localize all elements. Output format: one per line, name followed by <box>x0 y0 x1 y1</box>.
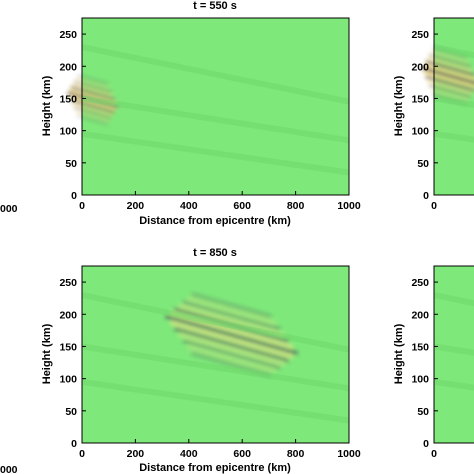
y-axis-label: Height (km) <box>393 323 405 384</box>
wave-trough <box>182 300 281 331</box>
panel-t850: t = 850 s 0 200 400 600 800 1000 0 50 100 150 200 2… <box>41 247 361 474</box>
y-tick-label: 250 <box>411 277 429 289</box>
faint-wavefronts <box>81 44 350 176</box>
y-tick-label: 250 <box>59 29 77 41</box>
x-tick-label: 600 <box>233 448 251 460</box>
y-axis-label: Height (km) <box>393 75 405 136</box>
y-tick-label: 250 <box>411 29 429 41</box>
wave-packet <box>67 75 119 125</box>
y-tick-label: 200 <box>411 309 429 321</box>
y-tick-label: 100 <box>59 126 77 138</box>
wave-crest <box>186 345 277 373</box>
wave-crest <box>186 296 277 325</box>
y-tick-label: 250 <box>59 277 77 289</box>
y-tick-label: 0 <box>423 190 429 202</box>
x-tick-label: 0 <box>431 200 437 212</box>
left-edge-tick-top: 000 <box>0 203 18 215</box>
y-tick-label: 50 <box>417 406 429 418</box>
plot-frame <box>433 265 474 444</box>
y-tick-label: 200 <box>59 309 77 321</box>
y-tick-label: 100 <box>411 126 429 138</box>
x-tick-label: 600 <box>233 200 251 212</box>
x-tick-label: 1000 <box>337 448 361 460</box>
x-axis-label: Distance from epicentre (km) <box>139 462 291 474</box>
wave-trough <box>182 339 281 370</box>
panel-t550: t = 550 s 0 200 400 600 800 1000 0 50 100 150 200 2… <box>41 0 361 227</box>
wave-trough <box>425 75 474 92</box>
wave-trough <box>73 80 112 94</box>
y-tick-label: 50 <box>65 406 77 418</box>
wave-crest <box>423 63 474 81</box>
y-tick-label: 150 <box>411 341 429 353</box>
y-tick-label: 50 <box>417 158 429 170</box>
y-axis-label: Height (km) <box>41 323 53 384</box>
wave-crest <box>427 57 473 73</box>
x-tick-label: 800 <box>287 200 305 212</box>
left-edge-tick-bottom: 000 <box>0 464 18 474</box>
y-tick-label: 200 <box>59 61 77 73</box>
panel-bottom-right: 00 50 100 150 200 250 Height (km) <box>393 265 474 460</box>
wave-trough <box>165 314 298 355</box>
plot-frame <box>81 17 350 196</box>
wave-crest <box>169 320 294 359</box>
wavefront-line <box>81 130 350 176</box>
y-tick-label: 0 <box>71 438 77 450</box>
x-tick-label: 200 <box>127 448 145 460</box>
wavefront-line <box>81 343 350 392</box>
y-tick-label: 150 <box>411 93 429 105</box>
panel-title: t = 850 s <box>193 247 237 259</box>
y-tick-label: 100 <box>59 374 77 386</box>
x-tick-label: 400 <box>180 200 198 212</box>
wave-crest <box>423 71 474 89</box>
x-axis-label: Distance from epicentre (km) <box>139 215 291 227</box>
wave-trough <box>173 326 290 363</box>
wave-trough <box>70 86 115 101</box>
x-tick-label: 0 <box>79 200 85 212</box>
wave-trough <box>76 75 109 86</box>
plot-frame <box>81 265 350 444</box>
wave-packet <box>421 47 474 105</box>
wavefront-line <box>81 292 350 353</box>
panel-top-right: 00 50 100 150 200 250 Height (km) <box>393 17 474 212</box>
x-tick-label: 400 <box>180 448 198 460</box>
wave-crest <box>72 102 114 117</box>
wave-crest <box>427 79 473 95</box>
x-tick-label: 0 <box>431 448 437 460</box>
plot-frame <box>433 17 474 196</box>
wave-crest <box>430 50 470 64</box>
y-tick-label: 0 <box>71 190 77 202</box>
x-tick-label: 0 <box>79 448 85 460</box>
wave-crest <box>178 332 285 366</box>
wave-crest <box>430 88 470 102</box>
y-axis-label: Height (km) <box>41 75 53 136</box>
wave-trough <box>425 60 474 77</box>
panel-title: t = 550 s <box>193 0 237 12</box>
x-tick-label: 1000 <box>337 200 361 212</box>
wavefront-line <box>81 95 350 144</box>
wave-trough <box>421 66 474 85</box>
wavefront-line <box>81 44 350 105</box>
wave-trough <box>70 99 115 114</box>
y-tick-label: 50 <box>65 158 77 170</box>
y-tick-label: 0 <box>423 438 429 450</box>
y-tick-label: 150 <box>59 341 77 353</box>
wave-trough <box>76 113 109 125</box>
wave-crest <box>72 83 114 97</box>
y-tick-label: 150 <box>59 93 77 105</box>
x-tick-label: 800 <box>287 448 305 460</box>
y-tick-label: 100 <box>411 374 429 386</box>
wave-trough <box>428 83 472 98</box>
faint-wavefronts <box>81 292 350 424</box>
wave-trough <box>191 293 272 319</box>
wave-trough <box>428 53 472 68</box>
wave-trough <box>73 106 112 119</box>
wavefront-line <box>81 378 350 424</box>
x-tick-label: 200 <box>127 200 145 212</box>
y-tick-label: 200 <box>411 61 429 73</box>
